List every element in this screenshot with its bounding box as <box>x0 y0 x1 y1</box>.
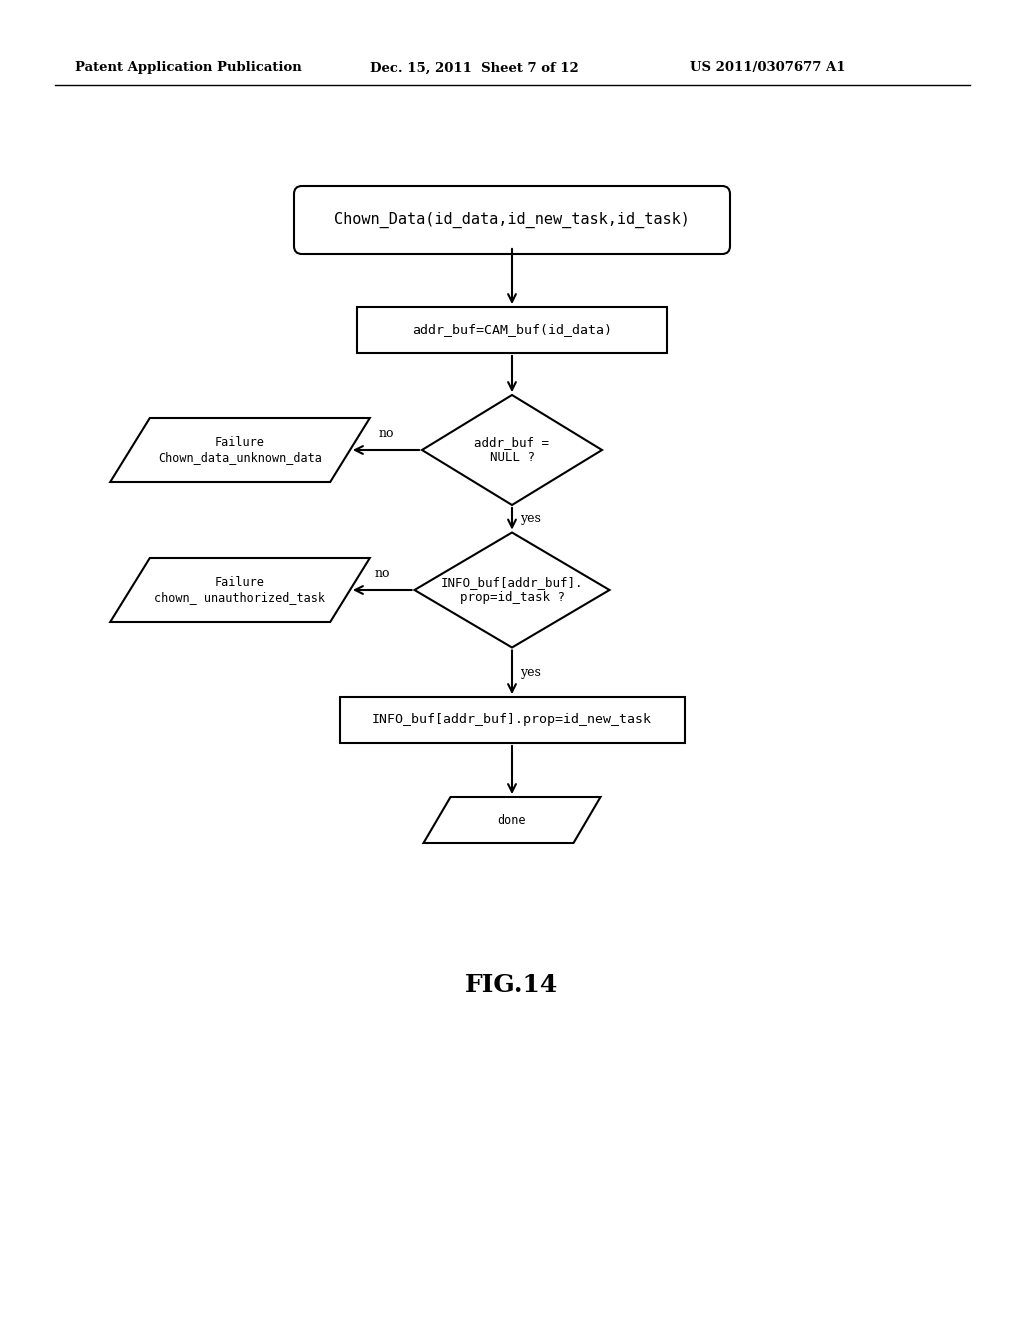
Polygon shape <box>111 418 370 482</box>
Polygon shape <box>415 532 609 648</box>
Text: yes: yes <box>520 512 541 525</box>
Polygon shape <box>424 797 600 843</box>
FancyBboxPatch shape <box>294 186 730 253</box>
Text: US 2011/0307677 A1: US 2011/0307677 A1 <box>690 62 846 74</box>
Text: done: done <box>498 813 526 826</box>
Text: yes: yes <box>520 665 541 678</box>
Text: no: no <box>378 426 394 440</box>
Bar <box>357 308 667 352</box>
Text: addr_buf =
NULL ?: addr_buf = NULL ? <box>474 436 550 465</box>
Text: Failure
Chown_data_unknown_data: Failure Chown_data_unknown_data <box>158 436 322 465</box>
Text: Failure
chown_ unauthorized_task: Failure chown_ unauthorized_task <box>155 576 326 605</box>
Text: Patent Application Publication: Patent Application Publication <box>75 62 302 74</box>
Text: Dec. 15, 2011  Sheet 7 of 12: Dec. 15, 2011 Sheet 7 of 12 <box>370 62 579 74</box>
Text: FIG.14: FIG.14 <box>465 973 559 997</box>
Polygon shape <box>111 558 370 622</box>
Polygon shape <box>422 395 602 506</box>
Text: Chown_Data(id_data,id_new_task,id_task): Chown_Data(id_data,id_new_task,id_task) <box>334 213 690 228</box>
Text: no: no <box>375 568 390 579</box>
Text: INFO_buf[addr_buf].
prop=id_task ?: INFO_buf[addr_buf]. prop=id_task ? <box>440 576 584 605</box>
Bar <box>340 697 684 743</box>
Text: addr_buf=CAM_buf(id_data): addr_buf=CAM_buf(id_data) <box>412 323 612 337</box>
Text: INFO_buf[addr_buf].prop=id_new_task: INFO_buf[addr_buf].prop=id_new_task <box>372 714 652 726</box>
